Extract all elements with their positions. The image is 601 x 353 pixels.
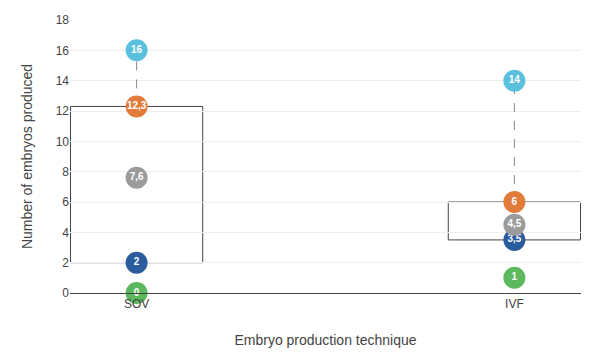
svg-text:2: 2 bbox=[134, 256, 140, 267]
svg-text:2: 2 bbox=[62, 256, 69, 270]
svg-text:4,5: 4,5 bbox=[507, 218, 521, 229]
svg-text:Embryo production technique: Embryo production technique bbox=[234, 332, 416, 348]
svg-text:1: 1 bbox=[512, 271, 518, 282]
svg-text:Number of embryos produced: Number of embryos produced bbox=[19, 64, 35, 249]
svg-text:10: 10 bbox=[56, 135, 70, 149]
svg-text:14: 14 bbox=[509, 74, 521, 85]
svg-text:14: 14 bbox=[56, 74, 70, 88]
svg-text:8: 8 bbox=[62, 165, 69, 179]
svg-text:12,3: 12,3 bbox=[127, 100, 147, 111]
svg-text:0: 0 bbox=[62, 286, 69, 300]
svg-text:SOV: SOV bbox=[124, 297, 149, 311]
svg-text:7,6: 7,6 bbox=[130, 171, 144, 182]
svg-text:12: 12 bbox=[56, 104, 70, 118]
svg-text:16: 16 bbox=[131, 44, 143, 55]
svg-text:16: 16 bbox=[56, 44, 70, 58]
svg-text:0: 0 bbox=[134, 287, 140, 298]
svg-text:4: 4 bbox=[62, 226, 69, 240]
svg-text:18: 18 bbox=[56, 13, 70, 27]
svg-text:IVF: IVF bbox=[505, 297, 524, 311]
svg-text:6: 6 bbox=[512, 196, 518, 207]
svg-text:6: 6 bbox=[62, 195, 69, 209]
svg-text:3,5: 3,5 bbox=[507, 233, 521, 244]
